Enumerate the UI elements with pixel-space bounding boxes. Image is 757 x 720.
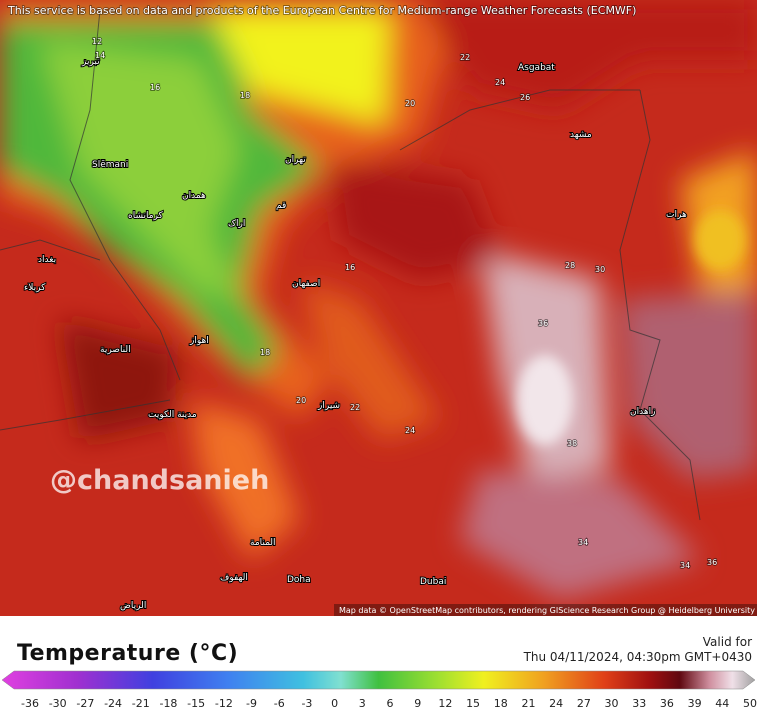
- scale-tick-label: 27: [577, 697, 591, 710]
- city-label: مشهد: [570, 130, 592, 140]
- city-label: هرات: [666, 210, 687, 220]
- scale-tick-label: 30: [605, 697, 619, 710]
- temperature-labels: 12 14 16 18 20 22 24 26 28 30 34 36 38 16 18 20 22 24 34 36: [91, 36, 718, 571]
- scale-tick-label: -30: [49, 697, 67, 710]
- watermark: @chandsanieh: [50, 465, 269, 496]
- scale-tick-label: 9: [414, 697, 421, 710]
- temperature-label: 30: [595, 265, 605, 274]
- city-label: قم: [276, 201, 286, 211]
- city-label: مدينة الكويت: [148, 410, 197, 420]
- temperature-label: 38: [567, 439, 577, 448]
- scale-tick-label: 36: [660, 697, 674, 710]
- map: Asgabat Slēmani Dubai Doha تهران اصفهان …: [0, 0, 757, 616]
- scale-tick-label: 24: [549, 697, 563, 710]
- city-label: بغداد: [38, 255, 56, 265]
- scale-tick-label: 18: [494, 697, 508, 710]
- scale-tick-label: -3: [301, 697, 312, 710]
- valid-time: Thu 04/11/2024, 04:30pm GMT+0430: [523, 650, 752, 664]
- city-label: المنامة: [250, 538, 276, 548]
- scale-tick-label: -36: [21, 697, 39, 710]
- temperature-label: 22: [460, 53, 470, 62]
- legend: Temperature (°C) Valid for Thu 04/11/202…: [1, 635, 757, 710]
- city-label: تبریز: [81, 57, 100, 67]
- scale-tick-label: 50: [743, 697, 757, 710]
- temperature-label: 18: [240, 91, 250, 100]
- scale-tick-label: -12: [215, 697, 233, 710]
- city-label: Doha: [287, 575, 311, 585]
- temperature-label: 36: [707, 558, 717, 567]
- temperature-label: 18: [260, 348, 270, 357]
- temperature-label: 20: [405, 99, 415, 108]
- temperature-label: 14: [95, 51, 105, 60]
- city-label: Asgabat: [518, 63, 555, 73]
- scale-tick-label: 0: [331, 697, 338, 710]
- hot-spots: [517, 210, 745, 445]
- city-label: تهران: [285, 155, 306, 165]
- scale-tick-label: 44: [715, 697, 729, 710]
- temperature-label: 34: [680, 561, 690, 570]
- scale-tick-label: -6: [274, 697, 285, 710]
- valid-label: Valid for: [703, 635, 752, 649]
- scale-tick-label: -27: [76, 697, 94, 710]
- temperature-label: 20: [296, 396, 306, 405]
- temperature-label: 36: [538, 319, 548, 328]
- color-scale: [1, 670, 756, 690]
- scale-tick-label: -15: [187, 697, 205, 710]
- city-label: همدان: [182, 191, 206, 201]
- legend-title: Temperature (°C): [17, 641, 238, 666]
- city-label: الهفوف: [220, 573, 248, 583]
- city-labels: Asgabat Slēmani Dubai Doha تهران اصفهان …: [23, 56, 688, 612]
- city-label: الناصرية: [100, 345, 131, 355]
- city-label: الرياض: [120, 601, 146, 611]
- scale-tick-label: -24: [104, 697, 122, 710]
- borders: [0, 9, 701, 521]
- city-label: زاهدان: [630, 407, 655, 417]
- scale-tick-label: 6: [387, 697, 394, 710]
- temperature-label: 12: [92, 37, 102, 46]
- scale-tick-label: 39: [688, 697, 702, 710]
- city-label: اصفهان: [292, 279, 320, 289]
- temperature-label: 16: [150, 83, 160, 92]
- attribution: This service is based on data and produc…: [7, 4, 636, 17]
- temperature-label: 28: [565, 261, 575, 270]
- temperature-label: 16: [345, 263, 355, 272]
- city-label: اراک: [228, 218, 245, 229]
- city-label: کرمانشاه: [128, 211, 164, 221]
- credit-background: [334, 604, 757, 616]
- scale-tick-label: -21: [132, 697, 150, 710]
- city-label: Dubai: [420, 577, 446, 587]
- scale-tick-label: 15: [466, 697, 480, 710]
- city-label: کربلاء: [24, 283, 46, 293]
- temperature-label: 22: [350, 403, 360, 412]
- scale-tick-label: -18: [159, 697, 177, 710]
- temperature-label: 34: [578, 538, 588, 547]
- scale-tick-label: 21: [521, 697, 535, 710]
- city-label: شیراز: [317, 401, 340, 411]
- city-label: اهواز: [189, 336, 209, 346]
- temperature-label: 24: [495, 78, 505, 87]
- temperature-label: 24: [405, 426, 415, 435]
- scale-ticks: -36 -30 -27 -24 -21 -18 -15 -12 -9 -6 -3 0 3 6 9 12 15 18…: [21, 697, 757, 710]
- scale-tick-label: 33: [632, 697, 646, 710]
- scale-tick-label: 12: [438, 697, 452, 710]
- map-credit: Map data © OpenStreetMap contributors, r…: [339, 606, 755, 615]
- scale-tick-label: 3: [359, 697, 366, 710]
- temperature-label: 26: [520, 93, 530, 102]
- scale-tick-label: -9: [246, 697, 257, 710]
- city-label: Slēmani: [92, 160, 128, 170]
